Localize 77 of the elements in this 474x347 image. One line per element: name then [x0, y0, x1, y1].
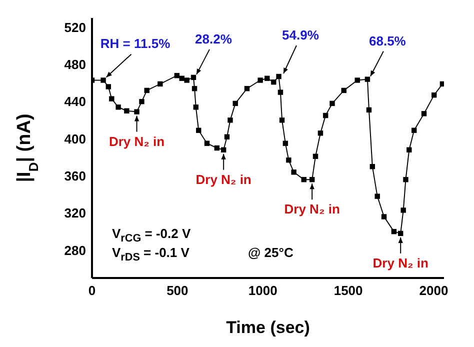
annotation: 28.2% [195, 31, 232, 46]
point [271, 79, 276, 85]
point [134, 109, 140, 114]
point [286, 157, 292, 163]
annotation: V$_{rCG}$ = -0.2 V [112, 226, 191, 245]
y-tick-label: 440 [64, 94, 86, 110]
point [174, 72, 180, 78]
point [258, 78, 263, 83]
annotation: Dry N₂ in [108, 134, 165, 149]
point [124, 108, 130, 114]
point [144, 88, 150, 94]
point [322, 112, 328, 118]
point [158, 81, 163, 87]
point [204, 140, 210, 146]
point [431, 92, 437, 98]
point [403, 176, 408, 182]
annotation: @ 25°C [248, 245, 294, 260]
point [193, 104, 198, 110]
point [318, 130, 324, 136]
point [330, 100, 335, 106]
point [411, 128, 417, 133]
point [192, 86, 198, 92]
point [279, 118, 285, 123]
x-tick-label: 500 [166, 283, 188, 298]
point [264, 76, 270, 81]
point [391, 228, 397, 234]
point [309, 176, 315, 182]
point [276, 74, 282, 80]
point [109, 96, 114, 102]
x-tick-label: 0 [88, 283, 96, 298]
point [184, 78, 190, 83]
point [278, 90, 284, 95]
point [100, 78, 106, 83]
point [116, 104, 121, 110]
x-tick-label: 1000 [248, 283, 278, 298]
x-tick-label: 1500 [334, 283, 363, 298]
y-tick-label: 400 [64, 131, 86, 146]
y-tick-label: 280 [64, 242, 86, 258]
annotation: Dry N₂ in [372, 255, 428, 270]
point [440, 81, 444, 87]
annotation: 54.9% [282, 28, 320, 42]
point [364, 76, 370, 82]
point [381, 214, 387, 220]
point [370, 164, 376, 170]
point [139, 98, 144, 104]
point [232, 100, 238, 106]
point [312, 154, 318, 159]
point [224, 134, 230, 140]
annotation: RH = 11.5% [100, 36, 171, 52]
annotation: V$_{rDS}$ = -0.1 V [112, 245, 190, 264]
y-tick-label: 320 [64, 206, 86, 221]
point [291, 170, 296, 175]
point [301, 176, 306, 182]
y-tick-label: 360 [64, 168, 86, 184]
point [196, 128, 202, 133]
point [244, 86, 250, 92]
point [366, 107, 372, 113]
point [374, 194, 380, 199]
y-tick-label: 480 [64, 57, 86, 72]
point [190, 74, 196, 80]
x-axis-title: Time (sec) [226, 318, 310, 337]
point [400, 208, 406, 213]
point [421, 111, 427, 116]
point [354, 78, 360, 83]
annotation: Dry N₂ in [284, 202, 340, 217]
point [341, 88, 346, 94]
x-tick-label: 2000 [419, 283, 448, 298]
point [282, 140, 288, 146]
annotation: 68.5% [369, 33, 406, 48]
point [228, 118, 233, 123]
point [220, 147, 226, 152]
point [406, 147, 412, 152]
point [398, 230, 404, 236]
point [106, 84, 112, 90]
point [214, 145, 220, 151]
annotation: Dry N₂ in [196, 172, 252, 187]
y-tick-label: 520 [64, 20, 86, 35]
